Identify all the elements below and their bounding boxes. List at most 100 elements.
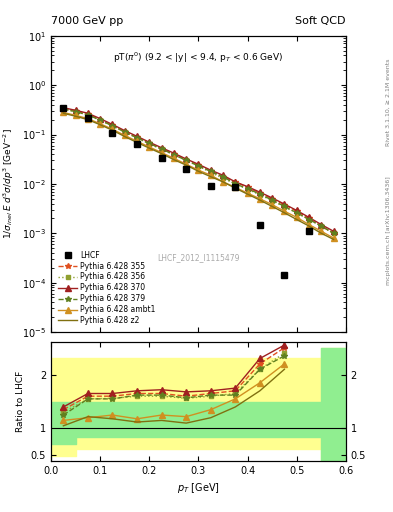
Pythia 6.428 z2: [331, 237, 336, 243]
Pythia 6.428 ambt1: [307, 222, 311, 228]
Pythia 6.428 356: [294, 210, 299, 216]
Pythia 6.428 379: [86, 112, 90, 118]
Pythia 6.428 379: [270, 197, 275, 203]
Pythia 6.428 z2: [147, 145, 152, 151]
Pythia 6.428 z2: [233, 185, 238, 191]
Pythia 6.428 355: [233, 179, 238, 185]
Pythia 6.428 z2: [270, 203, 275, 209]
Pythia 6.428 z2: [257, 197, 262, 203]
Pythia 6.428 ambt1: [172, 155, 176, 161]
Pythia 6.428 379: [110, 123, 115, 129]
Pythia 6.428 355: [73, 108, 78, 114]
Pythia 6.428 370: [257, 189, 262, 195]
Pythia 6.428 370: [245, 184, 250, 190]
Pythia 6.428 355: [319, 223, 324, 229]
Pythia 6.428 370: [98, 116, 103, 122]
Pythia 6.428 370: [159, 145, 164, 151]
Pythia 6.428 ambt1: [233, 184, 238, 190]
LHCF: [86, 115, 90, 121]
Text: Soft QCD: Soft QCD: [296, 15, 346, 26]
Y-axis label: $1/\sigma_{inel}$ $E\,d^3\sigma/dp^3$ [GeV$^{-2}$]: $1/\sigma_{inel}$ $E\,d^3\sigma/dp^3$ [G…: [2, 129, 17, 240]
Pythia 6.428 370: [319, 222, 324, 228]
Pythia 6.428 379: [331, 230, 336, 237]
Pythia 6.428 ambt1: [196, 167, 201, 173]
Pythia 6.428 355: [61, 105, 66, 112]
Pythia 6.428 ambt1: [98, 121, 103, 127]
Pythia 6.428 355: [110, 122, 115, 128]
Line: Pythia 6.428 z2: Pythia 6.428 z2: [63, 113, 334, 240]
Pythia 6.428 z2: [123, 134, 127, 140]
Pythia 6.428 370: [61, 104, 66, 111]
Pythia 6.428 356: [233, 181, 238, 187]
Pythia 6.428 370: [123, 127, 127, 134]
Pythia 6.428 379: [245, 186, 250, 192]
Pythia 6.428 379: [159, 146, 164, 152]
Pythia 6.428 355: [172, 151, 176, 157]
Pythia 6.428 379: [257, 191, 262, 197]
Pythia 6.428 z2: [294, 217, 299, 223]
Pythia 6.428 355: [307, 216, 311, 222]
Pythia 6.428 ambt1: [73, 112, 78, 118]
Pythia 6.428 355: [270, 196, 275, 202]
Pythia 6.428 355: [294, 208, 299, 214]
Legend: LHCF, Pythia 6.428 355, Pythia 6.428 356, Pythia 6.428 370, Pythia 6.428 379, Py: LHCF, Pythia 6.428 355, Pythia 6.428 356…: [55, 248, 158, 328]
Pythia 6.428 379: [135, 135, 140, 141]
Pythia 6.428 370: [270, 195, 275, 201]
LHCF: [257, 222, 262, 228]
Pythia 6.428 356: [184, 157, 189, 163]
Pythia 6.428 370: [147, 139, 152, 145]
Pythia 6.428 ambt1: [245, 190, 250, 196]
Pythia 6.428 370: [172, 150, 176, 156]
Pythia 6.428 355: [196, 162, 201, 168]
Pythia 6.428 356: [282, 204, 287, 210]
Line: Pythia 6.428 355: Pythia 6.428 355: [61, 105, 336, 236]
Y-axis label: Ratio to LHCF: Ratio to LHCF: [16, 371, 25, 432]
Pythia 6.428 356: [135, 135, 140, 141]
Pythia 6.428 356: [208, 169, 213, 176]
Pythia 6.428 z2: [61, 110, 66, 116]
Pythia 6.428 z2: [86, 117, 90, 123]
Pythia 6.428 356: [98, 117, 103, 123]
Pythia 6.428 z2: [98, 122, 103, 128]
Pythia 6.428 356: [307, 217, 311, 223]
Pythia 6.428 355: [208, 168, 213, 175]
LHCF: [61, 104, 66, 111]
Pythia 6.428 z2: [196, 168, 201, 175]
Line: LHCF: LHCF: [60, 104, 312, 279]
Pythia 6.428 z2: [307, 223, 311, 229]
Pythia 6.428 z2: [184, 162, 189, 168]
Pythia 6.428 355: [86, 111, 90, 117]
Pythia 6.428 ambt1: [257, 196, 262, 202]
Pythia 6.428 355: [135, 134, 140, 140]
Pythia 6.428 356: [86, 112, 90, 118]
Pythia 6.428 ambt1: [270, 202, 275, 208]
Pythia 6.428 356: [159, 146, 164, 153]
Pythia 6.428 356: [245, 186, 250, 193]
Pythia 6.428 ambt1: [294, 215, 299, 221]
Pythia 6.428 z2: [135, 139, 140, 145]
Pythia 6.428 379: [208, 168, 213, 175]
Pythia 6.428 355: [147, 140, 152, 146]
Pythia 6.428 370: [184, 156, 189, 162]
Pythia 6.428 355: [221, 174, 226, 180]
Pythia 6.428 ambt1: [282, 208, 287, 214]
Pythia 6.428 356: [221, 175, 226, 181]
Pythia 6.428 356: [61, 106, 66, 112]
Pythia 6.428 370: [233, 179, 238, 185]
Pythia 6.428 ambt1: [135, 138, 140, 144]
Pythia 6.428 379: [307, 217, 311, 223]
Pythia 6.428 356: [73, 109, 78, 115]
Pythia 6.428 ambt1: [123, 133, 127, 139]
LHCF: [282, 272, 287, 279]
Pythia 6.428 z2: [159, 151, 164, 157]
Pythia 6.428 z2: [282, 210, 287, 216]
Pythia 6.428 ambt1: [110, 126, 115, 132]
Pythia 6.428 356: [123, 129, 127, 135]
Pythia 6.428 379: [147, 140, 152, 146]
Pythia 6.428 379: [221, 174, 226, 180]
Pythia 6.428 ambt1: [159, 150, 164, 156]
Pythia 6.428 379: [196, 163, 201, 169]
LHCF: [184, 166, 189, 172]
Pythia 6.428 379: [294, 210, 299, 216]
Pythia 6.428 ambt1: [184, 161, 189, 167]
